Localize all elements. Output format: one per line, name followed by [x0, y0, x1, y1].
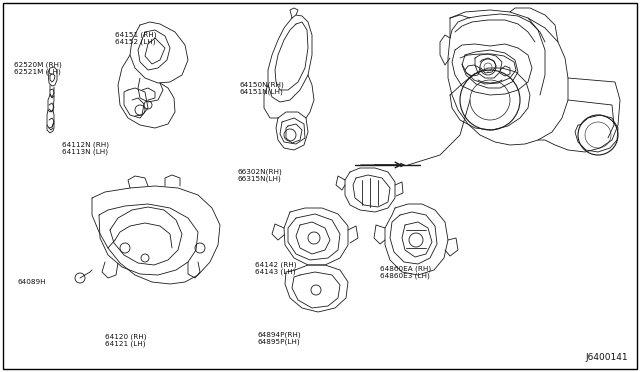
- Text: 64151 (RH)
64152 (LH): 64151 (RH) 64152 (LH): [115, 31, 157, 45]
- Text: 64120 (RH)
64121 (LH): 64120 (RH) 64121 (LH): [105, 333, 147, 347]
- Text: 64142 (RH)
64143 (LH): 64142 (RH) 64143 (LH): [255, 261, 296, 275]
- Text: 64150N(RH)
64151N(LH): 64150N(RH) 64151N(LH): [240, 81, 285, 95]
- Text: 66302N(RH)
66315N(LH): 66302N(RH) 66315N(LH): [238, 168, 283, 182]
- Text: J6400141: J6400141: [586, 353, 628, 362]
- Text: 64112N (RH)
64113N (LH): 64112N (RH) 64113N (LH): [62, 141, 109, 155]
- Text: 64860EA (RH)
64860E3 (LH): 64860EA (RH) 64860E3 (LH): [380, 265, 431, 279]
- Text: 62520M (RH)
62521M (LH): 62520M (RH) 62521M (LH): [14, 61, 61, 75]
- Text: 64089H: 64089H: [18, 279, 47, 285]
- Text: 64894P(RH)
64895P(LH): 64894P(RH) 64895P(LH): [258, 331, 301, 345]
